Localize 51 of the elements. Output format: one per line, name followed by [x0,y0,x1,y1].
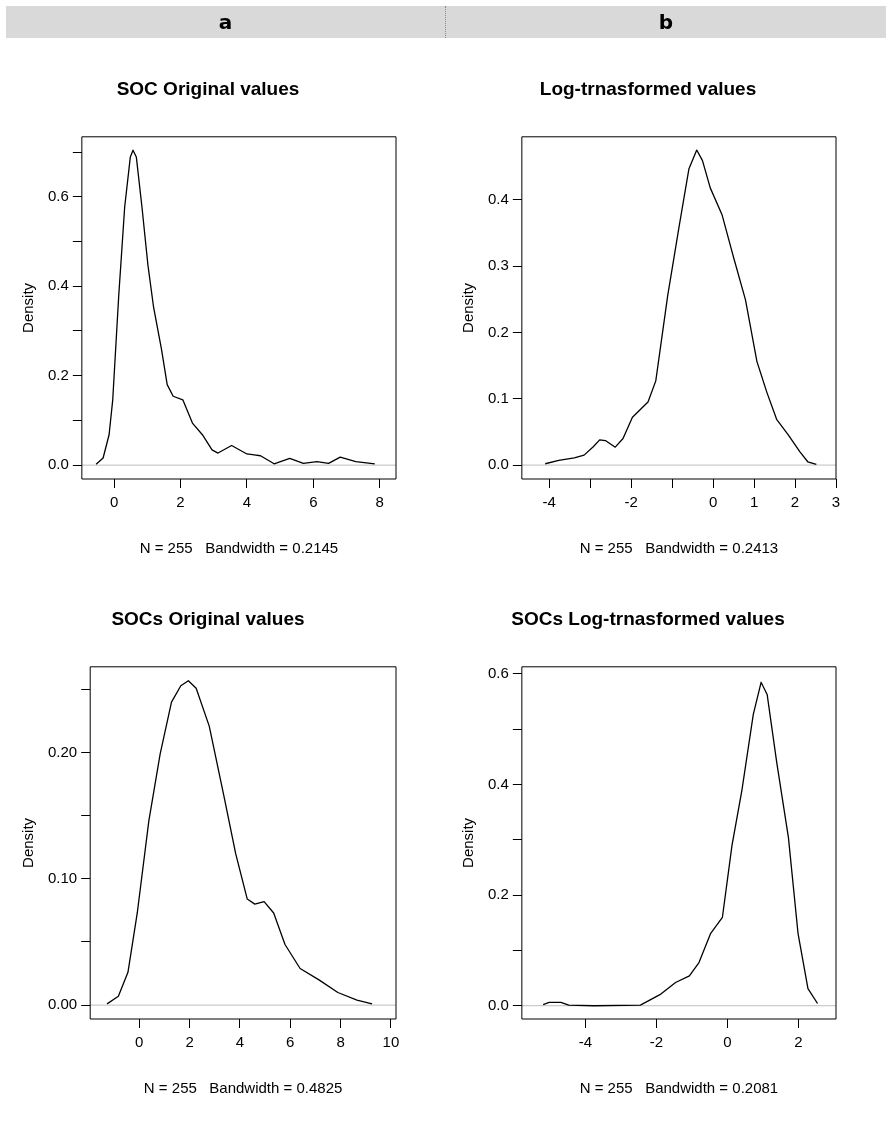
x-axis-title: N = 255 Bandwidth = 0.2413 [579,539,779,557]
chart-title: SOC Original values [116,77,300,99]
y-tick-label: 0.4 [47,276,69,294]
y-tick-label: 0.2 [487,322,509,340]
chart-title: SOCs Original values [111,607,305,629]
chart-title: Log-trnasformed values [539,77,757,99]
y-tick-label: 0.0 [487,995,509,1013]
x-axis-title: N = 255 Bandwidth = 0.4825 [143,1079,343,1097]
y-axis-title: Density [19,817,37,868]
x-tick-label: 4 [242,493,252,511]
x-tick-label: -2 [624,493,638,511]
x-tick-label: 2 [176,493,185,511]
x-tick-label: 0 [135,1033,144,1051]
y-axis-title: Density [459,282,477,333]
x-tick-label: -4 [578,1033,593,1051]
x-tick-label: 8 [375,493,384,511]
y-tick-label: 0.2 [487,885,509,903]
y-tick-label: 0.0 [47,455,69,473]
x-tick-label: 0 [723,1033,732,1051]
x-tick-label: 1 [749,493,759,511]
x-tick-label: 2 [794,1033,803,1051]
x-tick-label: 8 [336,1033,345,1051]
x-tick-label: 3 [831,493,841,511]
y-tick-label: 0.10 [47,869,78,887]
y-tick-label: 0.00 [47,995,78,1013]
text: a [6,6,446,38]
x-tick-label: 0 [708,493,718,511]
y-tick-label: 0.2 [47,365,69,383]
x-tick-label: 2 [185,1033,194,1051]
x-tick-label: 0 [109,493,119,511]
x-axis-title: N = 255 Bandwidth = 0.2081 [579,1079,779,1097]
y-tick-label: 0.0 [487,455,509,473]
y-tick-label: 0.6 [487,664,509,682]
y-tick-label: 0.3 [487,256,509,274]
x-tick-label: -4 [542,493,556,511]
y-tick-label: 0.6 [47,186,69,204]
x-tick-label: 2 [790,493,800,511]
x-axis-title: N = 255 Bandwidth = 0.2145 [139,539,339,557]
y-axis-title: Density [19,282,37,333]
y-tick-label: 0.4 [487,774,509,792]
y-tick-label: 0.20 [47,742,78,760]
x-tick-label: 6 [309,493,318,511]
y-tick-label: 0.4 [487,189,509,207]
x-tick-label: 6 [286,1033,295,1051]
x-tick-label: 4 [235,1033,245,1051]
x-tick-label: 10 [382,1033,400,1051]
text: b [446,6,886,38]
chart-title: SOCs Log-trnasformed values [511,607,785,629]
x-tick-label: -2 [649,1033,664,1051]
y-tick-label: 0.1 [487,388,509,406]
y-axis-title: Density [459,817,477,868]
